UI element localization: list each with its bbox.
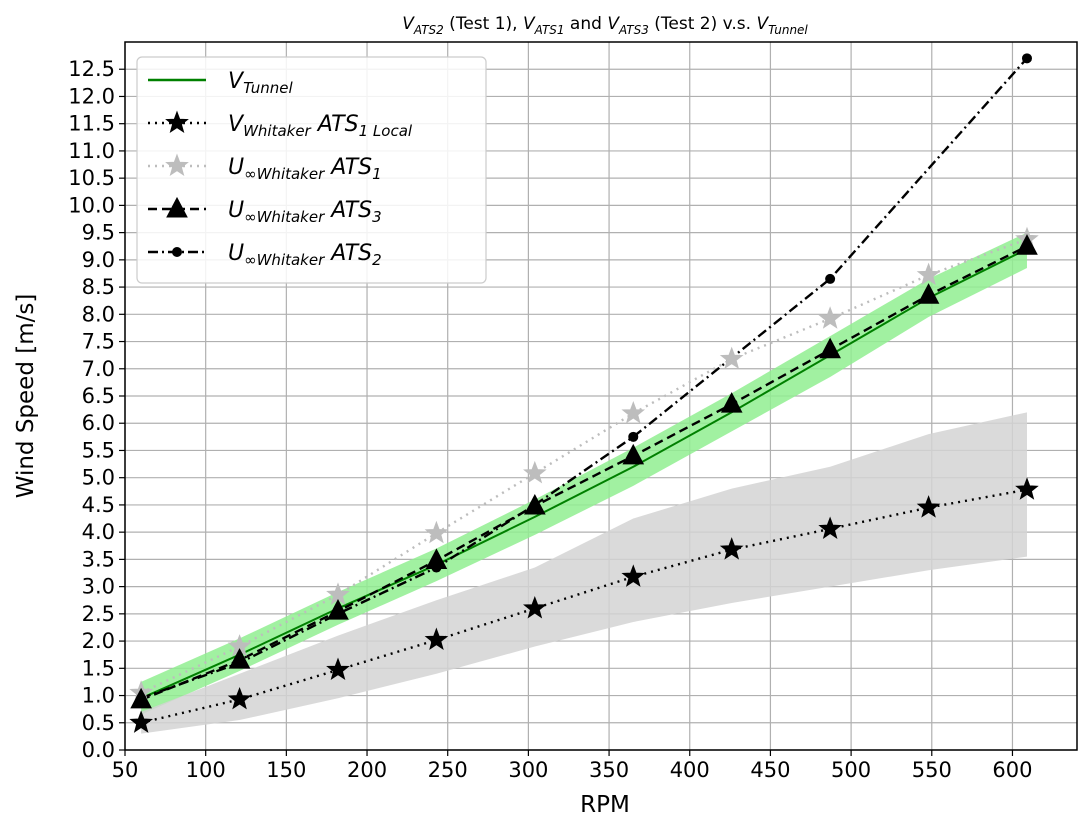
legend-label-3: U∞Whitaker ATS3 — [228, 198, 382, 226]
data-point-series-1 — [523, 595, 547, 619]
y-tick-label: 10.5 — [68, 166, 115, 190]
data-point-series-1 — [621, 564, 646, 587]
data-point-series-1 — [1015, 477, 1039, 500]
legend-marker-3 — [166, 196, 188, 218]
x-tick-label: 600 — [992, 758, 1032, 782]
y-tick-label: 5.5 — [82, 438, 115, 462]
data-point-series-2 — [818, 306, 842, 329]
data-point-series-4 — [825, 273, 836, 284]
data-point-series-4 — [1021, 53, 1032, 64]
y-tick-label: 4.0 — [82, 520, 115, 544]
y-axis: 0.0 0.5 1.0 1.5 2.0 2.5 3.0 3.5 4.0 4.5 5.0 5.5 6.0 6… — [68, 57, 125, 762]
series-lines — [140, 57, 1028, 724]
legend-label-2: U∞Whitaker ATS1 — [228, 155, 382, 183]
x-tick-label: 200 — [347, 758, 387, 782]
y-tick-label: 8.0 — [82, 302, 115, 326]
data-point-series-4 — [332, 608, 343, 619]
data-point-series-2 — [424, 520, 449, 544]
data-point-series-3 — [720, 392, 743, 413]
y-tick-label: 7.0 — [82, 357, 115, 381]
y-tick-label: 9.5 — [82, 221, 115, 245]
y-tick-label: 12.0 — [68, 84, 115, 108]
x-tick-label: 150 — [266, 758, 306, 782]
legend: VTunnel VWhitaker ATS1 Local U∞Whitaker AT… — [136, 56, 487, 284]
x-tick-label: 550 — [912, 758, 952, 782]
y-tick-label: 1.5 — [82, 656, 115, 680]
y-tick-label: 11.5 — [68, 112, 115, 136]
data-point-series-2 — [916, 262, 941, 286]
x-tick-label: 450 — [750, 758, 790, 782]
x-axis: 50 100 150 200 250 300 350 400 450 500 550 600 — [112, 750, 1033, 782]
legend-marker-4 — [172, 247, 182, 257]
y-tick-label: 10.0 — [68, 193, 115, 217]
y-tick-label: 3.0 — [82, 575, 115, 599]
legend-marker-1 — [165, 110, 189, 134]
y-tick-label: 3.5 — [82, 547, 115, 571]
data-point-series-1 — [916, 495, 941, 518]
y-tick-label: 6.0 — [82, 411, 115, 435]
y-tick-label: 8.5 — [82, 275, 115, 299]
x-tick-label: 350 — [589, 758, 629, 782]
y-tick-label: 4.5 — [82, 493, 115, 517]
data-point-series-3 — [1016, 234, 1038, 255]
band-V_Whitaker_ATS1_Local — [141, 412, 1027, 734]
series-line-4 — [140, 57, 1028, 700]
x-tick-label: 400 — [670, 758, 710, 782]
data-point-series-1 — [227, 686, 252, 710]
data-point-series-1 — [326, 657, 350, 680]
series-line-3 — [140, 245, 1028, 702]
data-point-series-3 — [819, 337, 841, 359]
legend-box — [136, 56, 487, 284]
data-point-series-1 — [424, 627, 449, 651]
data-point-series-4 — [529, 499, 540, 510]
y-tick-label: 0.5 — [82, 711, 115, 735]
legend-marker-2 — [165, 153, 189, 177]
y-tick-label: 1.0 — [82, 684, 115, 708]
x-tick-label: 50 — [112, 758, 139, 782]
data-point-series-2 — [621, 400, 646, 424]
y-axis-label: Wind Speed [m/s] — [13, 294, 39, 499]
series-markers — [129, 53, 1039, 733]
data-point-series-1 — [719, 537, 744, 560]
y-tick-label: 2.0 — [82, 629, 115, 653]
legend-label-4: U∞Whitaker ATS2 — [228, 241, 382, 269]
data-point-series-4 — [136, 693, 147, 704]
chart-title: VATS2 (Test 1), VATS1 and VATS3 (Test 2)… — [402, 14, 808, 37]
data-point-series-4 — [431, 562, 442, 573]
data-point-series-3 — [622, 443, 645, 465]
x-axis-label: RPM — [580, 792, 630, 818]
data-point-series-4 — [628, 431, 639, 442]
x-tick-label: 300 — [508, 758, 548, 782]
y-tick-label: 9.0 — [82, 248, 115, 272]
series-line-0 — [140, 248, 1028, 700]
x-tick-label: 100 — [186, 758, 226, 782]
x-tick-label: 250 — [428, 758, 468, 782]
data-point-series-2 — [719, 346, 744, 370]
y-tick-label: 11.0 — [68, 139, 115, 163]
data-point-series-2 — [523, 460, 547, 484]
y-tick-label: 2.5 — [82, 602, 115, 626]
confidence-bands — [141, 232, 1027, 734]
y-tick-label: 7.5 — [82, 330, 115, 354]
y-tick-label: 12.5 — [68, 57, 115, 81]
data-point-series-4 — [234, 657, 245, 668]
data-point-series-3 — [917, 283, 940, 304]
y-tick-label: 5.0 — [82, 466, 115, 490]
band-V_Tunnel — [141, 232, 1027, 715]
y-tick-label: 6.5 — [82, 384, 115, 408]
legend-label-0: VTunnel — [228, 69, 293, 97]
data-point-series-1 — [818, 516, 842, 539]
data-point-series-1 — [129, 710, 153, 733]
legend-label-1: VWhitaker ATS1 Local — [228, 112, 413, 140]
y-tick-label: 0.0 — [82, 738, 115, 762]
x-tick-label: 500 — [831, 758, 871, 782]
